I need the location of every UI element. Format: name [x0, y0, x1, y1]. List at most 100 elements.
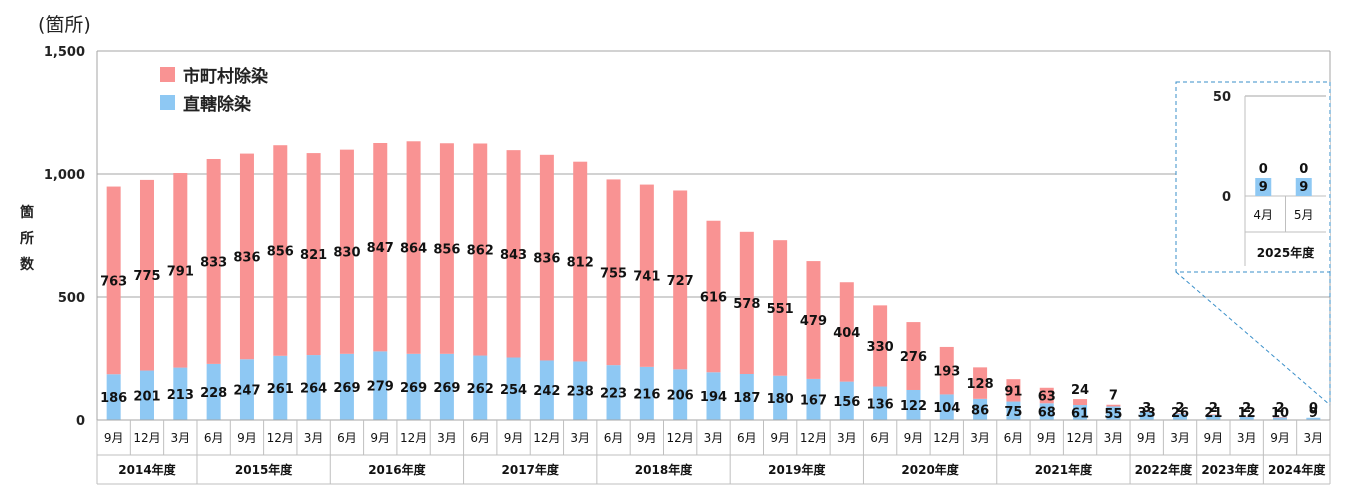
bar-direct — [873, 386, 888, 420]
bar-municipal — [939, 346, 954, 395]
x-tick-label: 9月 — [637, 431, 657, 445]
inset-data-label-direct: 9 — [1299, 180, 1308, 195]
x-tick-label: 9月 — [770, 431, 790, 445]
data-label-direct: 223 — [600, 387, 627, 402]
legend-item-municipal: 市町村除染 — [160, 60, 268, 88]
data-label-municipal: 821 — [300, 248, 327, 263]
y-tick-label: 1,000 — [44, 168, 85, 183]
year-label: 2017年度 — [502, 462, 560, 477]
bar-direct — [106, 374, 121, 420]
inset-x-tick-label: 4月 — [1253, 208, 1273, 222]
data-label-direct: 9 — [1309, 406, 1318, 421]
data-label-municipal: 836 — [233, 250, 260, 265]
data-label-direct: 156 — [833, 395, 860, 410]
bar-municipal — [639, 184, 654, 367]
inset-y-tick-label: 50 — [1213, 90, 1231, 105]
data-label-direct: 186 — [100, 391, 127, 406]
x-tick-label: 3月 — [570, 431, 590, 445]
data-label-direct: 136 — [867, 397, 894, 412]
bar-municipal — [806, 261, 821, 379]
bar-municipal — [373, 143, 388, 352]
data-label-direct: 194 — [700, 390, 727, 405]
bar-municipal — [673, 190, 688, 370]
x-tick-label: 6月 — [870, 431, 890, 445]
bar-direct — [239, 359, 254, 420]
bar-direct — [539, 360, 554, 420]
bar-municipal — [306, 153, 321, 356]
data-label-municipal: 24 — [1071, 383, 1089, 398]
year-label: 2021年度 — [1035, 462, 1093, 477]
x-tick-label: 6月 — [737, 431, 757, 445]
data-label-direct: 269 — [433, 381, 460, 396]
data-label-municipal: 763 — [100, 274, 127, 289]
data-label-direct: 21 — [1204, 406, 1222, 421]
data-label-municipal: 616 — [700, 291, 727, 306]
data-label-direct: 167 — [800, 393, 827, 408]
data-label-direct: 261 — [267, 382, 294, 397]
data-label-municipal: 479 — [800, 314, 827, 329]
year-label: 2023年度 — [1201, 462, 1259, 477]
year-label: 2018年度 — [635, 462, 693, 477]
bar-municipal — [273, 145, 288, 356]
x-tick-label: 12月 — [133, 431, 160, 445]
x-tick-label: 9月 — [1270, 431, 1290, 445]
bar-municipal — [573, 161, 588, 362]
x-tick-label: 3月 — [837, 431, 857, 445]
y-axis-title-char: 所 — [20, 231, 34, 247]
bar-direct — [1273, 417, 1288, 420]
data-label-municipal: 3 — [1142, 401, 1151, 416]
bar-direct — [173, 367, 188, 420]
data-label-direct: 254 — [500, 383, 527, 398]
bar-direct — [506, 357, 521, 420]
bar-municipal — [539, 154, 554, 361]
bar-municipal — [439, 143, 454, 354]
bar-direct — [973, 398, 988, 420]
x-tick-label: 9月 — [504, 431, 524, 445]
data-label-municipal: 91 — [1004, 384, 1022, 399]
x-tick-label: 6月 — [204, 431, 224, 445]
x-tick-label: 12月 — [400, 431, 427, 445]
data-label-direct: 12 — [1238, 406, 1256, 421]
bar-municipal — [773, 240, 788, 376]
data-label-direct: 26 — [1171, 406, 1189, 421]
legend: 市町村除染 直轄除染 — [160, 60, 268, 116]
x-tick-label: 6月 — [604, 431, 624, 445]
bar-municipal — [906, 322, 921, 390]
legend-item-direct: 直轄除染 — [160, 88, 268, 116]
data-label-direct: 238 — [567, 385, 594, 400]
x-tick-label: 12月 — [667, 431, 694, 445]
bar-municipal — [106, 186, 121, 375]
bar-direct — [306, 355, 321, 420]
year-label: 2014年度 — [118, 462, 176, 477]
bar-municipal — [873, 305, 888, 387]
data-label-municipal: 862 — [467, 244, 494, 259]
data-label-municipal: 0 — [1309, 401, 1318, 416]
data-label-direct: 33 — [1138, 406, 1156, 421]
bar-direct — [406, 353, 421, 420]
inset-data-label-municipal: 0 — [1299, 162, 1308, 177]
bar-direct — [439, 353, 454, 420]
data-label-municipal: 741 — [633, 270, 660, 285]
data-label-municipal: 843 — [500, 248, 527, 263]
data-label-direct: 10 — [1271, 406, 1289, 421]
x-tick-label: 12月 — [933, 431, 960, 445]
bar-municipal — [206, 158, 221, 364]
x-tick-label: 3月 — [304, 431, 324, 445]
x-tick-label: 9月 — [1137, 431, 1157, 445]
data-label-direct: 206 — [667, 389, 694, 404]
data-label-municipal: 63 — [1038, 390, 1056, 405]
inset-data-label-direct: 9 — [1259, 180, 1268, 195]
year-label: 2015年度 — [235, 462, 293, 477]
data-label-direct: 180 — [767, 392, 794, 407]
bar-municipal — [1106, 404, 1121, 407]
bar-direct — [906, 389, 921, 420]
data-label-direct: 68 — [1038, 406, 1056, 421]
x-tick-label: 3月 — [170, 431, 190, 445]
data-label-municipal: 551 — [767, 302, 794, 317]
data-label-municipal: 856 — [267, 245, 294, 260]
x-tick-label: 9月 — [370, 431, 390, 445]
year-label: 2022年度 — [1135, 462, 1193, 477]
x-tick-label: 6月 — [337, 431, 357, 445]
y-tick-label: 500 — [58, 291, 85, 306]
